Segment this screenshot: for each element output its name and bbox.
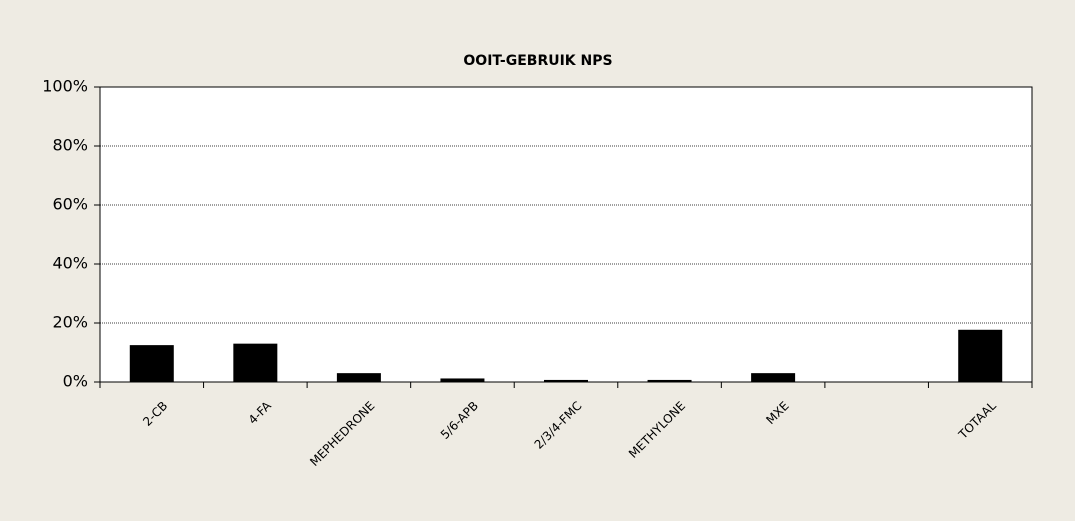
y-tick-label: 20% <box>52 313 88 332</box>
y-tick-label: 80% <box>52 136 88 155</box>
bar <box>440 378 485 382</box>
plot-area <box>100 87 1032 382</box>
bar <box>129 345 174 382</box>
plot-border <box>99 86 1033 383</box>
y-tick-label: 100% <box>42 77 88 96</box>
bar <box>647 379 692 382</box>
chart-title: OOIT-GEBRUIK NPS <box>463 53 612 69</box>
y-tick-label: 0% <box>63 372 88 391</box>
bar <box>958 329 1003 382</box>
bar <box>233 343 278 382</box>
bar <box>544 379 588 382</box>
bar <box>336 373 381 382</box>
bar <box>751 373 796 382</box>
y-tick-label: 40% <box>52 254 88 273</box>
y-tick-label: 60% <box>52 195 88 214</box>
